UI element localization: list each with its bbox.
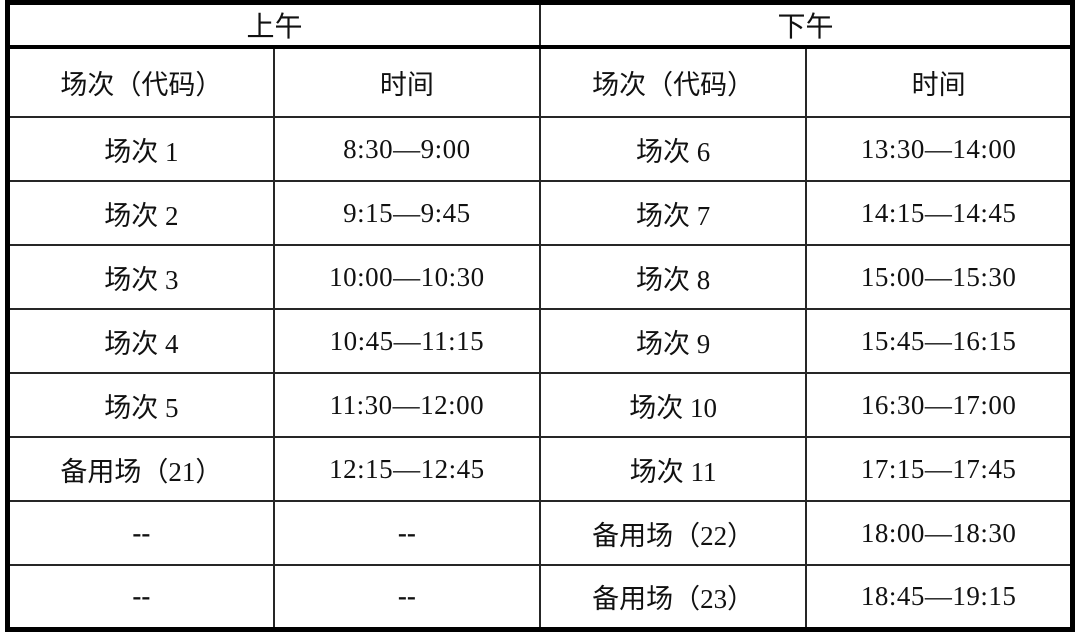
time-cell: 11:30—12:00 (272, 372, 542, 438)
time-cell: 9:15—9:45 (272, 180, 542, 246)
empty-session-cell: -- (6, 564, 275, 630)
table-row: 场次 1 8:30—9:00 场次 6 13:30—14:00 (6, 116, 1074, 182)
session-cell: 备用场（23） (538, 564, 808, 630)
table-row-column-headers: 场次（代码） 时间 场次（代码） 时间 (6, 46, 1074, 118)
time-cell: 17:15—17:45 (805, 436, 1074, 502)
time-cell: 8:30—9:00 (272, 116, 542, 182)
table-row: 场次 2 9:15—9:45 场次 7 14:15—14:45 (6, 180, 1074, 246)
morning-header-cell: 上午 (6, 1, 541, 49)
time-cell: 18:45—19:15 (805, 564, 1074, 630)
time-cell: 13:30—14:00 (805, 116, 1074, 182)
time-cell: 16:30—17:00 (805, 372, 1074, 438)
empty-time-cell: -- (272, 564, 542, 630)
time-cell: 10:45—11:15 (272, 308, 542, 374)
table-row: 场次 3 10:00—10:30 场次 8 15:00—15:30 (6, 244, 1074, 310)
empty-time-cell: -- (272, 500, 542, 566)
exam-session-schedule-table: 上午 下午 场次（代码） 时间 场次（代码） 时间 场次 1 8:30—9:00… (5, 0, 1075, 632)
session-cell: 场次 3 (6, 244, 275, 310)
session-cell: 场次 11 (538, 436, 808, 502)
table-row-period-header: 上午 下午 (6, 1, 1074, 49)
table-row: -- -- 备用场（22） 18:00—18:30 (6, 500, 1074, 566)
time-cell: 18:00—18:30 (805, 500, 1074, 566)
column-header-time-morning: 时间 (272, 46, 542, 118)
table-row: 场次 4 10:45—11:15 场次 9 15:45—16:15 (6, 308, 1074, 374)
time-cell: 10:00—10:30 (272, 244, 542, 310)
time-cell: 15:00—15:30 (805, 244, 1074, 310)
column-header-time-afternoon: 时间 (805, 46, 1074, 118)
table-row: -- -- 备用场（23） 18:45—19:15 (6, 564, 1074, 630)
session-cell: 场次 7 (538, 180, 808, 246)
time-cell: 14:15—14:45 (805, 180, 1074, 246)
table-row: 场次 5 11:30—12:00 场次 10 16:30—17:00 (6, 372, 1074, 438)
time-cell: 15:45—16:15 (805, 308, 1074, 374)
time-cell: 12:15—12:45 (272, 436, 542, 502)
session-cell: 场次 8 (538, 244, 808, 310)
column-header-session-morning: 场次（代码） (6, 46, 275, 118)
empty-session-cell: -- (6, 500, 275, 566)
table-row: 备用场（21） 12:15—12:45 场次 11 17:15—17:45 (6, 436, 1074, 502)
afternoon-header-cell: 下午 (539, 1, 1074, 49)
session-cell: 备用场（21） (6, 436, 275, 502)
session-cell: 备用场（22） (538, 500, 808, 566)
session-cell: 场次 9 (538, 308, 808, 374)
session-cell: 场次 10 (538, 372, 808, 438)
session-cell: 场次 6 (538, 116, 808, 182)
session-cell: 场次 2 (6, 180, 275, 246)
session-cell: 场次 5 (6, 372, 275, 438)
session-cell: 场次 1 (6, 116, 275, 182)
session-cell: 场次 4 (6, 308, 275, 374)
column-header-session-afternoon: 场次（代码） (538, 46, 808, 118)
